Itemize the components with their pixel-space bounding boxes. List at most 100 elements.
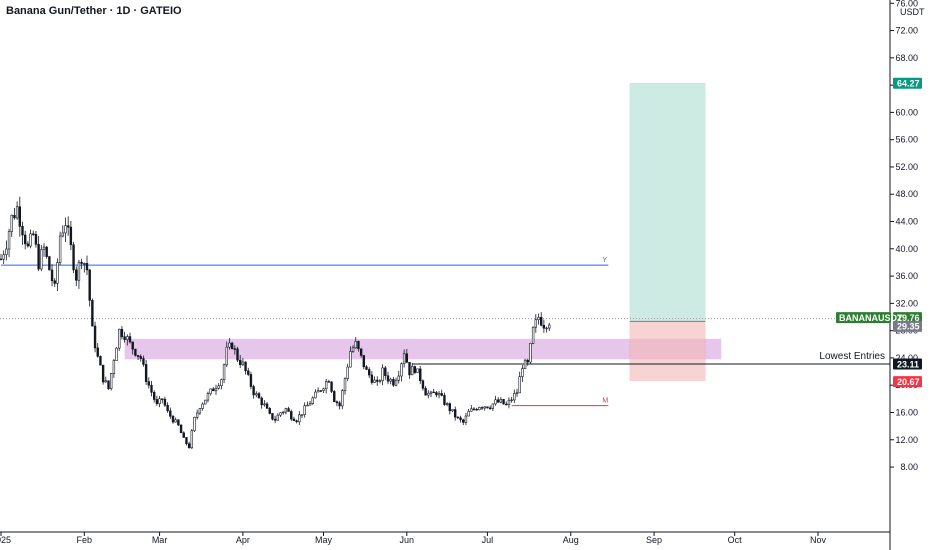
candle-body [32, 233, 35, 235]
candle-body [42, 246, 46, 250]
y-tick-label: 68.00 [895, 53, 918, 63]
candle-body [526, 359, 529, 363]
candle-body [112, 360, 116, 374]
level-y-label: Y [602, 257, 607, 264]
candle-body [478, 407, 481, 411]
candle-body [58, 235, 62, 263]
candle-body [252, 386, 255, 396]
candle-body [548, 324, 551, 329]
candle-body [18, 206, 22, 227]
candle-body [91, 300, 94, 327]
price-tag-value: 23.11 [897, 359, 919, 369]
candle-body [147, 381, 151, 386]
candle-body [26, 243, 30, 247]
candle-body [177, 419, 180, 426]
candle-body [80, 261, 83, 264]
candle-body [496, 399, 500, 403]
candle-body [56, 262, 59, 284]
candle-body [158, 398, 161, 404]
candle-body [300, 414, 304, 416]
candle-body [23, 234, 27, 245]
candle-body [397, 375, 400, 381]
candle-body [241, 361, 245, 365]
candle-body [48, 256, 51, 271]
y-tick-label: 16.00 [895, 407, 918, 417]
candle-body [346, 366, 349, 379]
candle-body [109, 373, 113, 389]
candle-body [338, 402, 341, 407]
candle-body [502, 399, 505, 405]
candle-body [212, 388, 215, 392]
x-tick-label: Feb [77, 535, 93, 545]
candle-body [171, 415, 175, 423]
price-tag-value: 29.76 [897, 313, 920, 323]
candle-body [88, 269, 91, 301]
candle-body [61, 232, 65, 237]
candle-body [459, 417, 462, 421]
candle-body [155, 399, 159, 404]
candle-body [50, 269, 54, 282]
candle-body [483, 406, 486, 409]
candle-body [384, 367, 387, 377]
price-tag-bg [893, 312, 922, 324]
candle-body [437, 393, 441, 396]
price-tag-bg [893, 376, 922, 388]
candle-body [204, 399, 207, 405]
currency-label[interactable]: USDT [900, 7, 925, 17]
price-tag-value: 29.35 [897, 322, 920, 332]
candle-body [413, 366, 417, 373]
candle-body [410, 366, 414, 376]
price-tag-bg [893, 320, 922, 332]
candle-body [255, 393, 258, 396]
candle-body [333, 391, 336, 402]
candle-body [349, 351, 352, 368]
x-tick-label: Oct [728, 535, 743, 545]
lowest-entries-label: Lowest Entries [819, 351, 885, 362]
candle-body [131, 341, 134, 350]
candle-body [290, 411, 293, 420]
y-tick-label: 72.00 [895, 26, 918, 36]
candle-body [281, 411, 285, 414]
candle-body [539, 317, 543, 326]
candle-body [513, 393, 516, 401]
candle-body [21, 226, 24, 236]
x-tick-label: Sep [646, 535, 662, 545]
candle-body [263, 403, 266, 406]
candle-body [144, 364, 148, 382]
candle-body [381, 367, 384, 382]
candle-body [193, 416, 196, 432]
y-tick-label: 76.00 [895, 0, 918, 8]
candle-body [15, 206, 19, 219]
candle-body [351, 347, 355, 352]
candle-body [367, 369, 371, 376]
candle-body [126, 336, 129, 340]
candle-body [389, 379, 392, 382]
candle-body [99, 356, 102, 366]
candles [0, 196, 551, 450]
candle-body [115, 347, 118, 361]
candle-body [101, 364, 105, 383]
candle-body [480, 407, 484, 409]
candle-body [537, 317, 540, 321]
candle-body [378, 380, 382, 382]
candle-body [75, 269, 78, 281]
candle-body [93, 325, 97, 349]
candle-body [279, 412, 282, 416]
candle-body [545, 327, 548, 330]
candle-body [5, 248, 8, 255]
candle-body [518, 376, 521, 394]
position-stop-box [629, 321, 706, 381]
candle-body [273, 418, 277, 421]
candle-body [467, 410, 470, 417]
candle-body [34, 234, 38, 245]
candle-body [427, 392, 430, 396]
candle-body [456, 416, 460, 419]
candle-body [69, 226, 73, 246]
y-tick-label: 48.00 [895, 189, 918, 199]
candle-body [118, 328, 121, 349]
price-tag-target: 64.27 [893, 77, 922, 89]
candle-body [45, 246, 48, 257]
candle-body [507, 399, 511, 406]
x-tick-label: Jun [400, 535, 415, 545]
